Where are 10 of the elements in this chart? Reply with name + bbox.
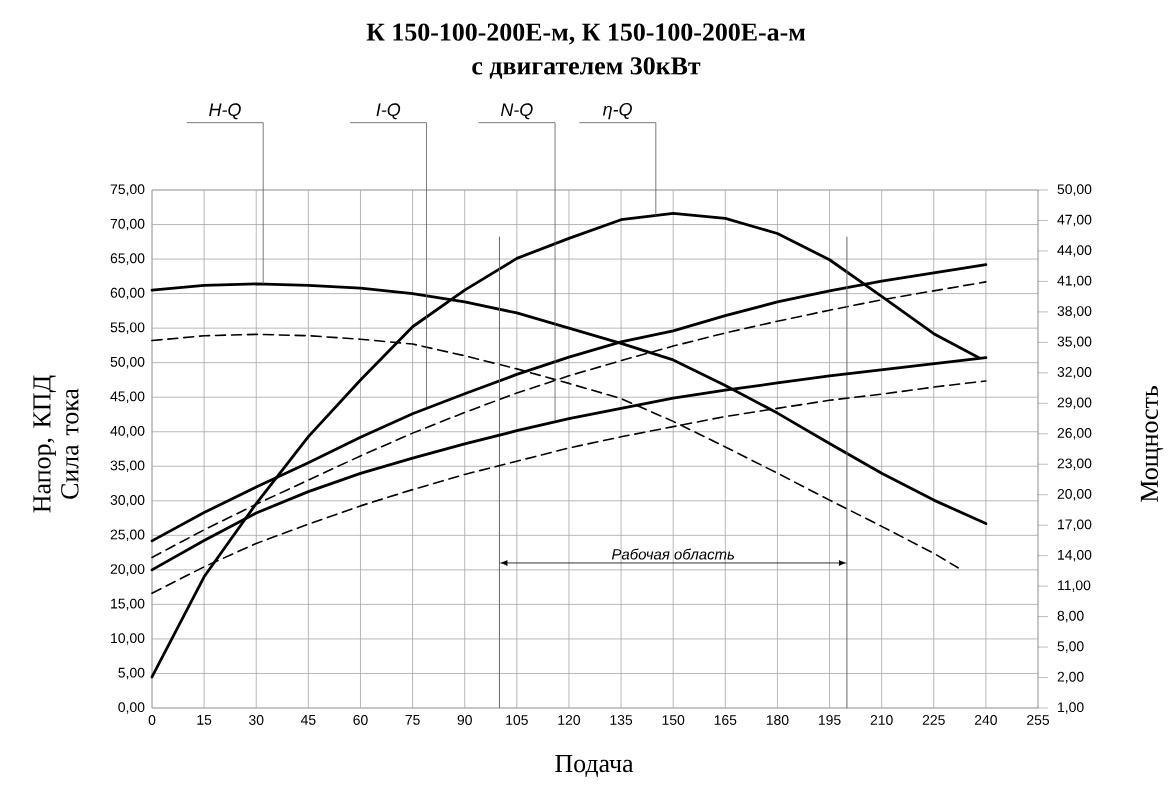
chart-subtitle: с двигателем 30кВт: [472, 57, 701, 79]
annotation: η-Q: [602, 103, 632, 120]
annotation: I-Q: [376, 103, 401, 120]
line-series: [150, 212, 981, 679]
x-axis-title: Подача: [555, 755, 634, 777]
y-axis-title: Напор, КПД Сила тока: [33, 375, 79, 513]
annotation: H-Q: [209, 103, 241, 120]
chart-title: К 150-100-200Е-м, К 150-100-200Е-а-м: [366, 23, 806, 45]
y2-axis-title: Мощность: [1140, 386, 1164, 502]
annotation: N-Q: [500, 103, 533, 120]
